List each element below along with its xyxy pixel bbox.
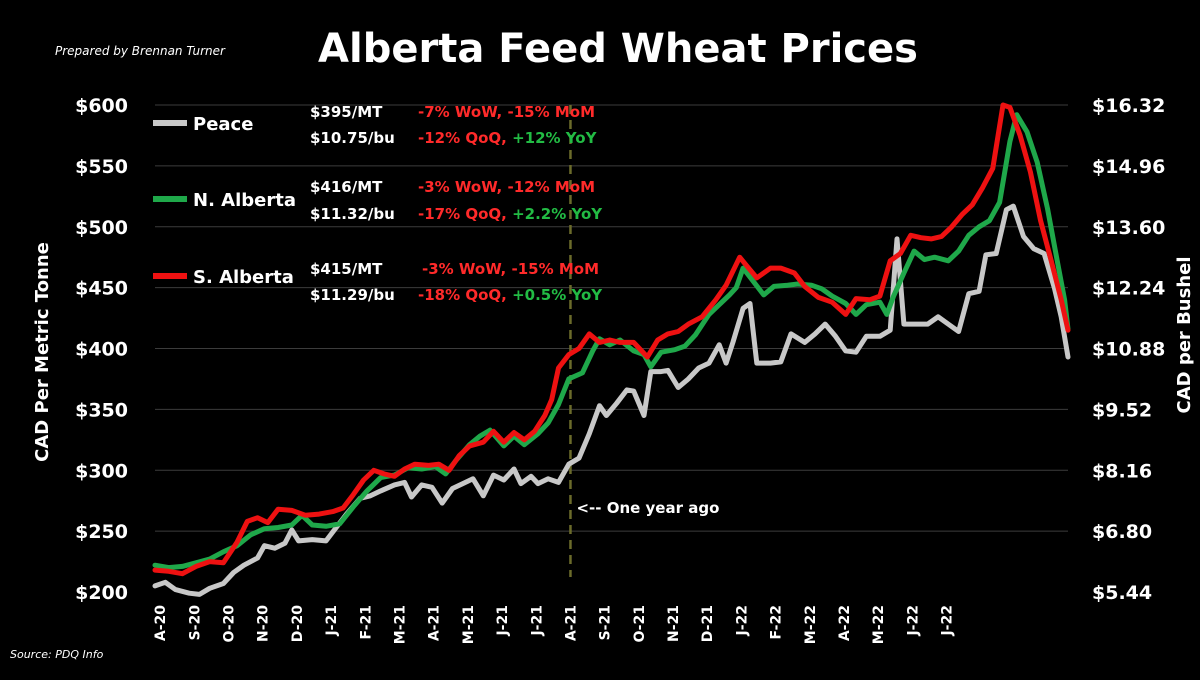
y2-tick-label: $16.32	[1092, 95, 1165, 117]
y2-tick-label: $10.88	[1092, 339, 1165, 361]
y2-tick-label: $13.60	[1092, 217, 1165, 239]
y-tick-label: $300	[75, 460, 128, 482]
one-year-ago-annotation: <-- One year ago	[576, 499, 719, 517]
y-tick-label: $450	[75, 278, 128, 300]
y-tick-labels: $200 $250 $300 $350 $400 $450 $500 $550 $600	[75, 95, 128, 604]
s-alberta-bu-price: $11.29/bu	[310, 286, 395, 304]
x-tick-label: O-21	[632, 605, 648, 642]
prepared-by-text: Prepared by Brennan Turner	[55, 44, 226, 58]
y2-tick-label: $6.80	[1092, 521, 1152, 543]
y-tick-label: $350	[75, 399, 128, 421]
series-lines	[152, 102, 1071, 597]
series-line-n-alberta	[152, 112, 1071, 571]
y2-axis-label: CAD per Bushel	[1174, 256, 1195, 413]
n-alberta-mt-price: $416/MT	[310, 178, 383, 196]
y-tick-label: $250	[75, 521, 128, 543]
peace-bu-price: $10.75/bu	[310, 129, 395, 147]
legend-label-n-alberta: N. Alberta	[193, 190, 296, 211]
legend: Peace $395/MT -7% WoW, -15% MoM $10.75/b…	[153, 103, 603, 304]
x-tick-label: D-21	[700, 605, 716, 642]
x-tick-label: J-21	[495, 605, 511, 637]
x-tick-label: J-22	[734, 605, 750, 637]
x-tick-label: A-22	[837, 605, 853, 641]
x-tick-labels: A-20 S-20 O-20 N-20 D-20 J-21 F-21 M-21 A-21 M-21…	[153, 605, 955, 644]
grid-lines	[155, 104, 1068, 532]
y-tick-label: $500	[75, 217, 128, 239]
x-tick-label: J-22	[940, 605, 956, 637]
legend-label-peace: Peace	[193, 114, 253, 135]
n-alberta-bu-change: -17% QoQ, +2.2% YoY	[418, 205, 603, 223]
chart-title: Alberta Feed Wheat Prices	[318, 26, 918, 72]
x-tick-label: N-21	[666, 605, 682, 642]
x-tick-label: J-22	[905, 605, 921, 637]
n-alberta-mt-change: -3% WoW, -12% MoM	[418, 178, 595, 196]
x-tick-label: A-21	[563, 605, 579, 641]
s-alberta-bu-change: -18% QoQ, +0.5% YoY	[418, 286, 603, 304]
x-tick-label: J-21	[324, 605, 340, 637]
x-tick-label: J-21	[529, 605, 545, 637]
y-tick-label: $600	[75, 95, 128, 117]
y-tick-label: $200	[75, 582, 128, 604]
y2-tick-label: $5.44	[1092, 582, 1152, 604]
n-alberta-bu-price: $11.32/bu	[310, 205, 395, 223]
x-tick-label: M-21	[392, 605, 408, 644]
legend-entry-n-alberta: N. Alberta $416/MT -3% WoW, -12% MoM $11…	[153, 178, 603, 223]
peace-mt-change: -7% WoW, -15% MoM	[418, 103, 595, 121]
y2-tick-label: $8.16	[1092, 460, 1152, 482]
x-tick-label: D-20	[290, 605, 306, 642]
x-tick-label: O-20	[222, 605, 238, 643]
x-tick-label: S-21	[598, 605, 614, 640]
x-tick-label: A-20	[153, 605, 169, 641]
y-tick-label: $400	[75, 339, 128, 361]
x-tick-label: A-21	[427, 605, 443, 641]
series-line-s-alberta	[152, 102, 1071, 577]
s-alberta-mt-change: -3% WoW, -15% MoM	[422, 260, 599, 278]
x-tick-label: F-22	[769, 605, 785, 639]
series-line-peace	[152, 203, 1071, 597]
s-alberta-mt-price: $415/MT	[310, 260, 383, 278]
legend-entry-s-alberta: S. Alberta $415/MT -3% WoW, -15% MoM $11…	[153, 260, 603, 304]
x-tick-label: S-20	[187, 605, 203, 641]
x-tick-label: M-22	[803, 605, 819, 644]
y-tick-label: $550	[75, 156, 128, 178]
y2-tick-labels: $5.44 $6.80 $8.16 $9.52 $10.88 $12.24 $13.60 $1…	[1092, 95, 1165, 604]
x-tick-label: F-21	[358, 605, 374, 639]
source-text: Source: PDQ Info	[10, 648, 104, 661]
peace-bu-change: -12% QoQ, +12% YoY	[418, 129, 598, 147]
legend-entry-peace: Peace $395/MT -7% WoW, -15% MoM $10.75/b…	[153, 103, 598, 147]
x-tick-label: M-21	[461, 605, 477, 644]
peace-mt-price: $395/MT	[310, 103, 383, 121]
y2-tick-label: $9.52	[1092, 399, 1152, 421]
x-tick-label: N-20	[256, 605, 272, 642]
legend-label-s-alberta: S. Alberta	[193, 267, 294, 288]
y2-tick-label: $12.24	[1092, 278, 1165, 300]
y-axis-label: CAD Per Metric Tonne	[32, 242, 53, 462]
y2-tick-label: $14.96	[1092, 156, 1165, 178]
x-tick-label: M-22	[871, 605, 887, 644]
